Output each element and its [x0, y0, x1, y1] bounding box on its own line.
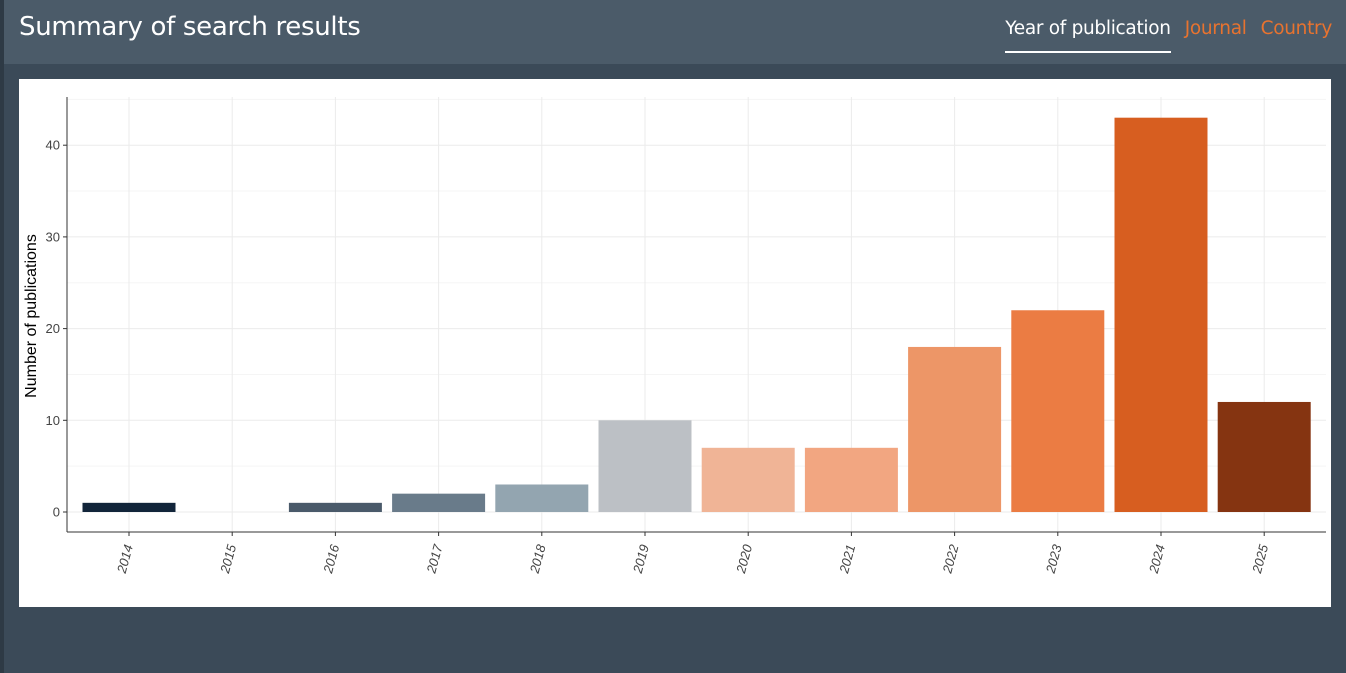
chart-panel: 0 10 20 30 40 2014 2015 2016 2017 2018 2019 2020 20…: [19, 79, 1331, 607]
y-tick-labels: 0 10 20 30 40: [46, 138, 67, 520]
y-tick-label: 20: [46, 321, 60, 336]
x-tick-label: 2015: [217, 542, 239, 576]
x-tick-label: 2020: [733, 542, 755, 576]
bar-2017: [392, 493, 486, 512]
bar-2021: [804, 447, 898, 512]
bar-2014: [82, 502, 176, 512]
y-tick-label: 30: [46, 229, 60, 244]
x-tick-label: 2024: [1146, 543, 1168, 576]
y-tick-label: 0: [53, 505, 60, 520]
bar-2022: [908, 346, 1002, 512]
y-tick-label: 40: [46, 138, 60, 153]
axes: [66, 97, 1326, 533]
bar-2016: [288, 502, 382, 512]
page-title: Summary of search results: [19, 12, 361, 42]
tab-year-of-publication[interactable]: Year of publication: [1005, 18, 1171, 53]
y-axis-label: Number of publications: [23, 234, 40, 398]
x-tick-label: 2023: [1042, 542, 1064, 576]
bar-2019: [598, 420, 692, 512]
bar-2025: [1217, 401, 1311, 512]
x-tick-label: 2017: [423, 542, 445, 576]
bar-2018: [495, 484, 589, 512]
x-tick-label: 2019: [630, 543, 652, 576]
tab-bar: Year of publication Journal Country: [1005, 18, 1332, 53]
x-tick-labels: 2014 2015 2016 2017 2018 2019 2020 2021 2022 2023…: [114, 532, 1271, 576]
tab-journal[interactable]: Journal: [1184, 18, 1247, 39]
window-frame: [0, 0, 4, 673]
bars: [82, 117, 1311, 512]
bar-2024: [1114, 117, 1208, 512]
x-tick-label: 2021: [836, 543, 858, 576]
bar-2020: [701, 447, 795, 512]
bar-2023: [1011, 310, 1105, 512]
x-tick-label: 2016: [320, 542, 342, 576]
tab-country[interactable]: Country: [1260, 18, 1333, 39]
y-tick-label: 10: [46, 413, 60, 428]
header-bar: Summary of search results Year of public…: [4, 0, 1346, 64]
x-tick-label: 2025: [1249, 542, 1271, 576]
x-tick-label: 2018: [526, 542, 548, 576]
x-tick-label: 2022: [939, 542, 961, 576]
x-tick-label: 2014: [114, 543, 136, 576]
